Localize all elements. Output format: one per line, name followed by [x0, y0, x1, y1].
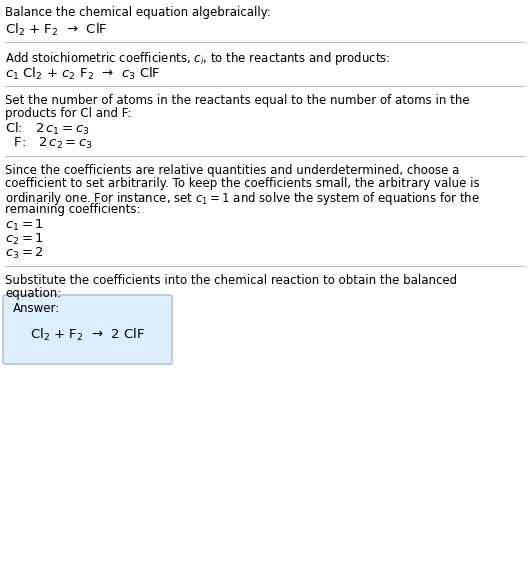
Text: Balance the chemical equation algebraically:: Balance the chemical equation algebraica…	[5, 6, 271, 19]
Text: $c_2 = 1$: $c_2 = 1$	[5, 232, 44, 247]
Text: ordinarily one. For instance, set $c_1 = 1$ and solve the system of equations fo: ordinarily one. For instance, set $c_1 =…	[5, 190, 480, 207]
Text: Answer:: Answer:	[13, 302, 60, 315]
Text: remaining coefficients:: remaining coefficients:	[5, 203, 141, 216]
Text: equation:: equation:	[5, 287, 61, 300]
Text: Set the number of atoms in the reactants equal to the number of atoms in the: Set the number of atoms in the reactants…	[5, 94, 470, 107]
Text: Substitute the coefficients into the chemical reaction to obtain the balanced: Substitute the coefficients into the che…	[5, 274, 457, 287]
Text: $c_3 = 2$: $c_3 = 2$	[5, 246, 44, 261]
Text: Add stoichiometric coefficients, $c_i$, to the reactants and products:: Add stoichiometric coefficients, $c_i$, …	[5, 50, 390, 67]
FancyBboxPatch shape	[3, 295, 172, 364]
Text: $c_1$ Cl$_2$ + $c_2$ F$_2$  →  $c_3$ ClF: $c_1$ Cl$_2$ + $c_2$ F$_2$ → $c_3$ ClF	[5, 66, 161, 82]
Text: coefficient to set arbitrarily. To keep the coefficients small, the arbitrary va: coefficient to set arbitrarily. To keep …	[5, 177, 480, 190]
Text: Cl$_2$ + F$_2$  →  2 ClF: Cl$_2$ + F$_2$ → 2 ClF	[30, 327, 145, 343]
Text: $c_1 = 1$: $c_1 = 1$	[5, 218, 44, 233]
Text: Since the coefficients are relative quantities and underdetermined, choose a: Since the coefficients are relative quan…	[5, 164, 459, 177]
Text: F:   $2\,c_2 = c_3$: F: $2\,c_2 = c_3$	[5, 136, 93, 151]
Text: Cl:   $2\,c_1 = c_3$: Cl: $2\,c_1 = c_3$	[5, 121, 90, 137]
Text: Cl$_2$ + F$_2$  →  ClF: Cl$_2$ + F$_2$ → ClF	[5, 22, 107, 38]
Text: products for Cl and F:: products for Cl and F:	[5, 107, 132, 120]
